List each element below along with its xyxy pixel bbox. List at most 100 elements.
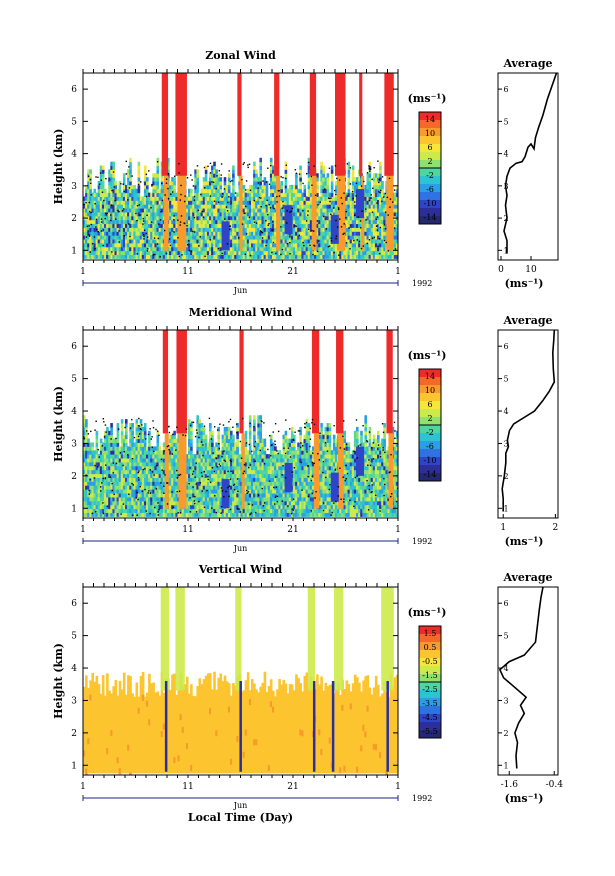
field-cell [137, 489, 141, 494]
field-cell [175, 469, 178, 475]
contour-dot [87, 175, 90, 177]
field-cell [146, 192, 149, 197]
field-cell [326, 227, 330, 232]
field-cell [99, 438, 103, 443]
field-cell [324, 254, 328, 259]
field-cell [110, 512, 113, 517]
field-cell [129, 442, 132, 447]
field-cell [301, 200, 304, 205]
field-cell [129, 454, 132, 459]
contour-dot [313, 230, 315, 232]
field-cell [215, 200, 218, 205]
field-cell [125, 458, 128, 463]
field-cell [143, 469, 147, 475]
field-cell [383, 227, 386, 232]
field-cell [127, 458, 130, 463]
field-cell [101, 250, 105, 256]
field-cell [267, 223, 271, 228]
field-cell [251, 227, 254, 232]
field-cell [169, 469, 172, 475]
field-cell [167, 161, 170, 167]
field-cell [295, 239, 298, 244]
field-cell [125, 208, 128, 213]
field-cell [106, 500, 109, 506]
field-cell [366, 215, 370, 221]
field-cell [131, 235, 134, 240]
field-cell [135, 235, 139, 240]
field-cell [95, 231, 99, 236]
field-cell [137, 231, 141, 236]
field-cell [141, 250, 145, 256]
field-cell [175, 227, 178, 232]
field-cell [171, 223, 174, 228]
contour-dot [345, 217, 347, 219]
field-cell [89, 493, 92, 498]
field-cell [173, 242, 176, 248]
field-cell [89, 242, 92, 248]
field-cell [101, 192, 105, 197]
field-cell [83, 200, 86, 205]
field-cell [104, 196, 107, 201]
field-cell [278, 250, 281, 256]
field-cell [156, 231, 160, 236]
field-cell [171, 239, 174, 244]
field-cell [122, 200, 126, 205]
field-cell [227, 181, 231, 186]
field-cell [158, 473, 162, 478]
field-cell [225, 188, 229, 194]
field-cell [257, 184, 260, 190]
field-cell [217, 227, 220, 232]
field-cell [196, 426, 199, 432]
field-cell [173, 231, 176, 236]
field-cell [301, 204, 304, 209]
contour-dot [371, 237, 374, 239]
field-cell [326, 200, 330, 205]
contour-dot [125, 173, 128, 175]
field-cell [154, 512, 157, 517]
field-cell [118, 481, 122, 486]
field-cell [395, 188, 398, 194]
field-column [335, 73, 346, 176]
field-cell [160, 469, 164, 475]
field-cell [202, 465, 206, 471]
field-cell [95, 489, 99, 494]
field-cell [274, 177, 277, 182]
field-cell [112, 438, 115, 443]
field-cell [173, 430, 176, 436]
field-cell [253, 211, 256, 217]
field-column [161, 73, 169, 176]
field-cell [175, 196, 178, 201]
field-cell [246, 246, 250, 252]
field-cell [190, 508, 193, 513]
field-cell [303, 200, 307, 205]
field-cell [353, 208, 357, 213]
field-cell [173, 504, 176, 510]
field-cell [137, 446, 141, 451]
field-cell [125, 419, 128, 424]
contour-dot [311, 184, 313, 186]
field-cell [154, 477, 157, 482]
field-cell [114, 493, 118, 498]
field-cell [112, 192, 115, 197]
contour-dot [387, 214, 389, 216]
field-cell [206, 235, 210, 240]
field-cell [204, 481, 208, 486]
field-cell [272, 200, 275, 205]
field-cell [99, 235, 103, 240]
field-cell [120, 500, 124, 506]
field-cell [356, 181, 359, 186]
field-cell [383, 231, 386, 236]
field-cell [194, 239, 197, 244]
field-cell [248, 227, 252, 232]
field-cell [274, 223, 277, 228]
field-cell [227, 204, 231, 209]
field-cell [284, 196, 288, 201]
field-cell [171, 215, 174, 221]
field-cell [242, 184, 246, 190]
field-cell [309, 242, 313, 248]
contour-dot [88, 210, 91, 213]
field-cell [196, 508, 199, 513]
field-cell [106, 196, 109, 201]
field-cell [211, 196, 214, 201]
contour-dot [343, 192, 345, 194]
